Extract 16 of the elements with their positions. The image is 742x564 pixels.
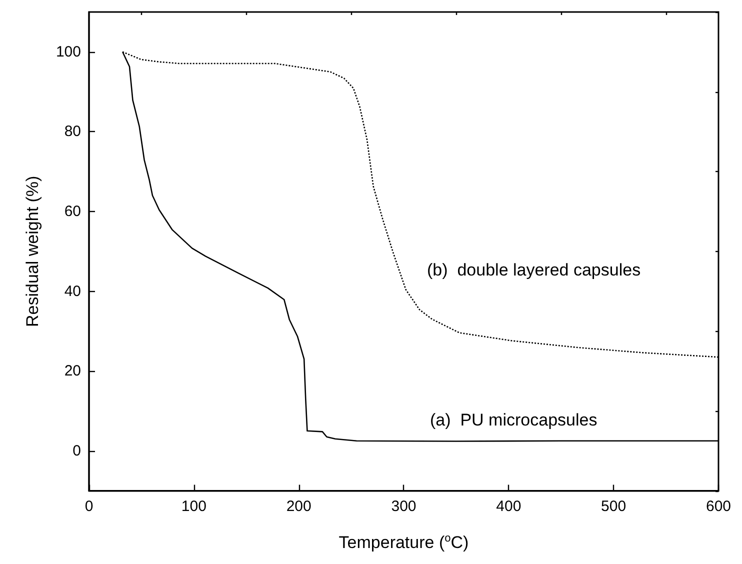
x-tick-label: 100: [181, 498, 206, 515]
y-tick-label: 20: [64, 362, 81, 380]
y-axis-title: Residual weight (%): [23, 176, 42, 327]
x-tick-label: 200: [286, 498, 312, 515]
y-tick-label: 80: [64, 123, 81, 140]
x-tick-label: 400: [496, 498, 522, 515]
x-tick-label: 500: [601, 498, 626, 515]
x-tick-label: 600: [706, 498, 731, 515]
y-tick-label: 60: [64, 202, 81, 220]
annotation: (b) double layered capsules: [427, 260, 641, 280]
x-tick-label: 300: [391, 498, 416, 515]
y-tick-label: 100: [56, 43, 81, 60]
y-tick-label: 0: [72, 442, 81, 460]
annotation: (a) PU microcapsules: [430, 410, 598, 430]
y-tick-label: 40: [64, 282, 81, 300]
x-tick-label: 0: [84, 498, 94, 515]
